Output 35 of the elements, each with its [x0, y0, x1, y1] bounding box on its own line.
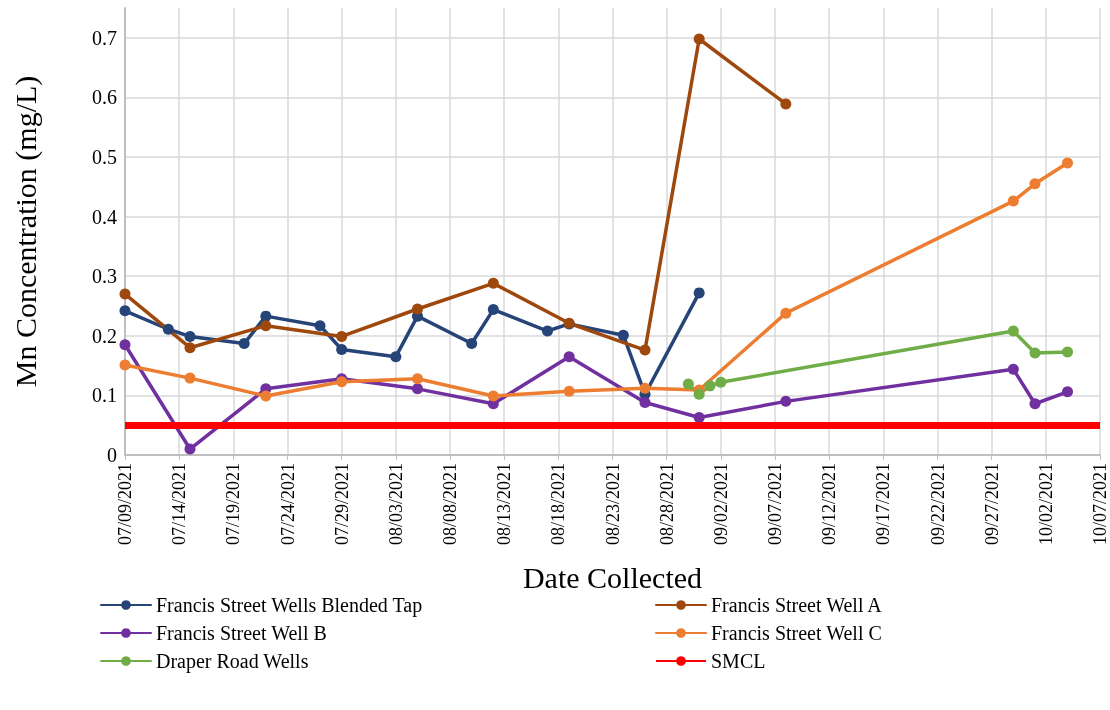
x-tick-label: 07/14/2021: [169, 463, 190, 546]
y-tick-label: 0.3: [92, 265, 117, 288]
x-tick-label: 07/09/2021: [115, 463, 135, 546]
legend-label: SMCL: [711, 650, 766, 672]
y-tick-label: 0.5: [92, 146, 117, 168]
y-tick-label: 0.1: [92, 384, 117, 407]
y-tick-label: 0.4: [92, 205, 117, 228]
y-tick-label: 0.6: [92, 86, 117, 109]
x-tick-label: 08/18/2021: [548, 463, 569, 546]
x-tick-label: 10/07/2021: [1090, 463, 1110, 546]
legend-label: Draper Road Wells: [156, 650, 309, 673]
x-tick-label: 08/08/2021: [440, 463, 460, 546]
y-tick-label: 0: [107, 444, 117, 466]
legend-label: Francis Street Well B: [156, 622, 327, 644]
legend-label: Francis Street Wells Blended Tap: [156, 594, 423, 617]
x-tick-label: 09/12/2021: [819, 463, 840, 546]
legend-label: Francis Street Well C: [711, 622, 882, 644]
x-tick-label: 10/02/2021: [1035, 463, 1056, 546]
legend-label: Francis Street Well A: [711, 594, 883, 616]
x-tick-label: 09/17/2021: [873, 463, 894, 546]
x-axis-title: Date Collected: [522, 560, 703, 594]
x-tick-label: 08/28/2021: [656, 463, 677, 546]
y-axis-title: Mn Concentration (mg/L): [8, 75, 43, 388]
x-tick-label: 08/03/2021: [385, 463, 406, 546]
x-tick-label: 08/23/2021: [602, 463, 623, 546]
y-tick-label: 0.2: [92, 324, 117, 347]
x-tick-label: 09/22/2021: [927, 463, 948, 546]
x-tick-label: 07/29/2021: [331, 463, 352, 546]
x-tick-label: 09/07/2021: [765, 463, 785, 546]
x-tick-label: 07/24/2021: [277, 463, 298, 546]
x-tick-label: 09/02/2021: [710, 463, 731, 546]
y-tick-label: 0.7: [92, 26, 117, 49]
x-tick-label: 09/27/2021: [981, 463, 1002, 546]
x-tick-label: 07/19/2021: [223, 463, 244, 546]
x-tick-label: 08/13/2021: [494, 463, 515, 546]
